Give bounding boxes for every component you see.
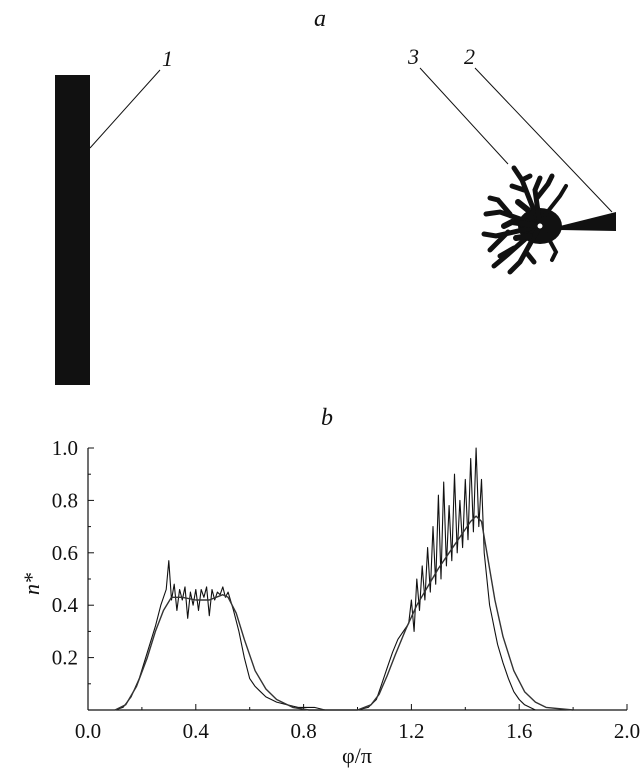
x-axis-label: φ/π bbox=[342, 743, 372, 768]
y-tick-label: 0.6 bbox=[52, 541, 78, 565]
label-1: 1 bbox=[162, 46, 173, 71]
label-3: 3 bbox=[407, 44, 419, 69]
x-tick-label: 0.4 bbox=[183, 719, 210, 743]
y-tick-label: 0.2 bbox=[52, 646, 78, 670]
panel-a-label: a bbox=[314, 6, 326, 32]
x-tick-label: 0.8 bbox=[290, 719, 316, 743]
x-tick-label: 1.2 bbox=[398, 719, 424, 743]
y-tick-label: 0.4 bbox=[52, 593, 79, 617]
label-3-leader bbox=[419, 67, 509, 165]
y-axis-ticks: 0.2 0.4 0.6 0.8 1.0 bbox=[52, 436, 94, 685]
smoothed-series-line bbox=[114, 515, 574, 711]
x-tick-label: 2.0 bbox=[614, 719, 640, 743]
label-2: 2 bbox=[464, 44, 475, 69]
electrode-bar bbox=[55, 75, 90, 385]
x-tick-label: 1.6 bbox=[506, 719, 532, 743]
x-tick-label: 0.0 bbox=[75, 719, 101, 743]
needle-electrode bbox=[560, 212, 616, 231]
panel-a: a 1 2 3 bbox=[55, 6, 616, 385]
chart-axes bbox=[87, 448, 627, 711]
y-tick-label: 0.8 bbox=[52, 488, 78, 512]
chart-series bbox=[88, 447, 627, 711]
y-tick-label: 1.0 bbox=[52, 436, 78, 460]
y-axis-label: n* bbox=[19, 573, 44, 595]
chart-title: b bbox=[321, 405, 333, 431]
discharge-figure bbox=[481, 165, 568, 275]
panel-b: b 0.0 0.4 0.8 1.2 1.6 2.0 0.2 0.4 0.6 0.8 1.0 φ/π… bbox=[19, 405, 640, 768]
label-1-leader bbox=[89, 69, 161, 149]
x-axis-ticks: 0.0 0.4 0.8 1.2 1.6 2.0 bbox=[75, 704, 640, 743]
label-2-leader bbox=[474, 67, 613, 213]
raw-series-line bbox=[88, 447, 627, 711]
